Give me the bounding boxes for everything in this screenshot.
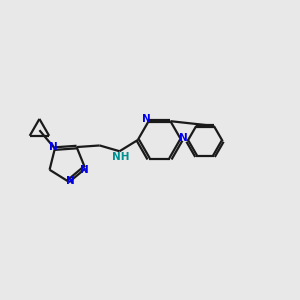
Text: N: N bbox=[66, 176, 74, 186]
Text: N: N bbox=[80, 165, 89, 175]
Text: N: N bbox=[49, 142, 57, 152]
Text: N: N bbox=[142, 114, 150, 124]
Text: NH: NH bbox=[112, 152, 130, 162]
Text: N: N bbox=[179, 133, 188, 143]
